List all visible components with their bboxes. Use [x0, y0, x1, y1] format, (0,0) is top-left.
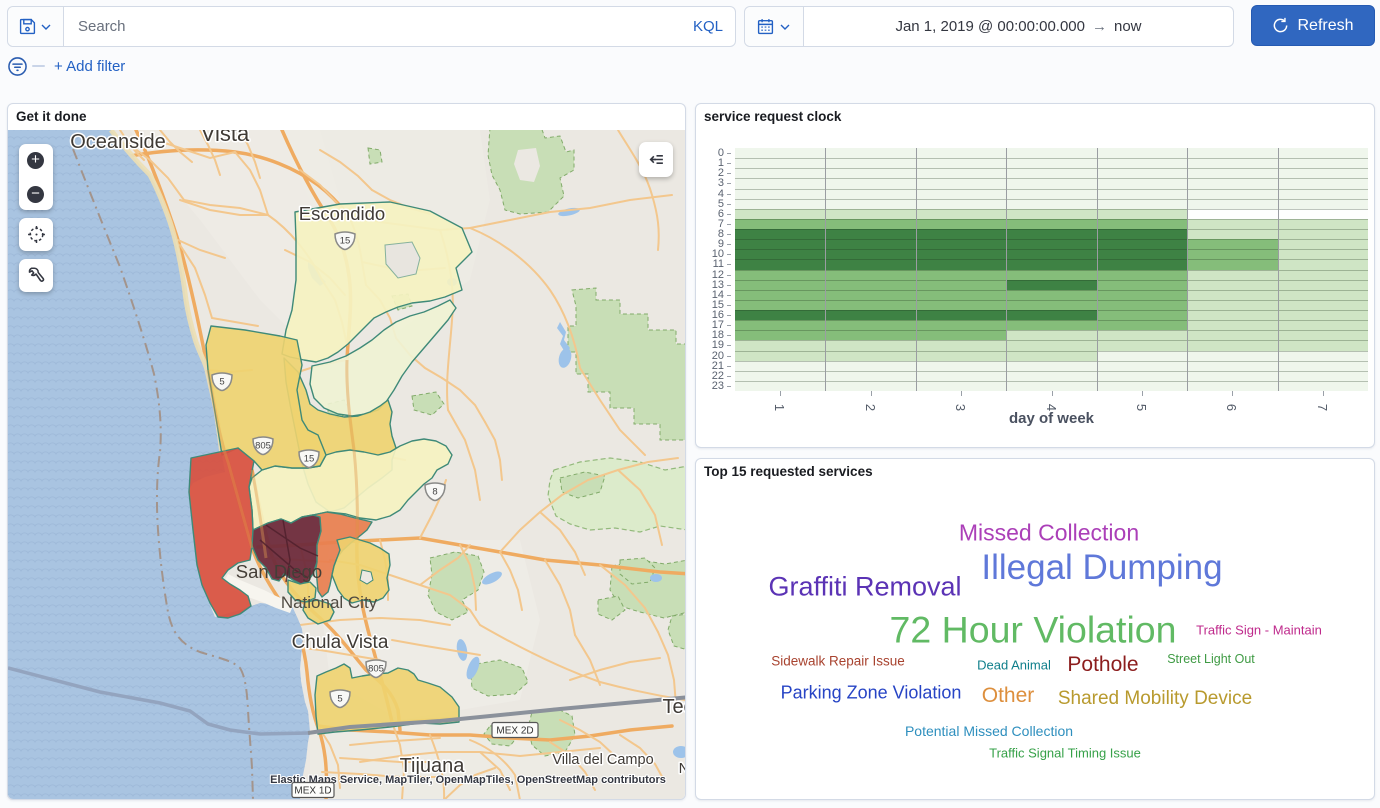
svg-text:5: 5	[219, 377, 224, 388]
svg-text:5: 5	[337, 694, 342, 705]
svg-text:805: 805	[255, 441, 271, 452]
svg-text:805: 805	[368, 664, 384, 675]
svg-text:Tec: Tec	[662, 696, 685, 718]
svg-text:N: N	[679, 760, 685, 777]
svg-text:MEX 2D: MEX 2D	[496, 726, 533, 737]
svg-text:Elastic Maps Service, MapTiler: Elastic Maps Service, MapTiler, OpenMapT…	[270, 774, 666, 786]
svg-text:Chula Vista: Chula Vista	[292, 632, 389, 653]
svg-text:Vista: Vista	[201, 130, 250, 146]
svg-text:15: 15	[304, 454, 315, 465]
svg-text:Tijuana: Tijuana	[400, 755, 466, 777]
svg-text:Villa del Campo: Villa del Campo	[552, 752, 653, 768]
svg-text:8: 8	[432, 487, 437, 498]
svg-text:MEX 1D: MEX 1D	[294, 786, 331, 797]
svg-text:Escondido: Escondido	[299, 203, 385, 224]
svg-text:San Diego: San Diego	[236, 561, 322, 582]
svg-text:National City: National City	[281, 593, 378, 612]
svg-text:15: 15	[340, 236, 351, 247]
svg-text:Oceanside: Oceanside	[70, 131, 166, 153]
